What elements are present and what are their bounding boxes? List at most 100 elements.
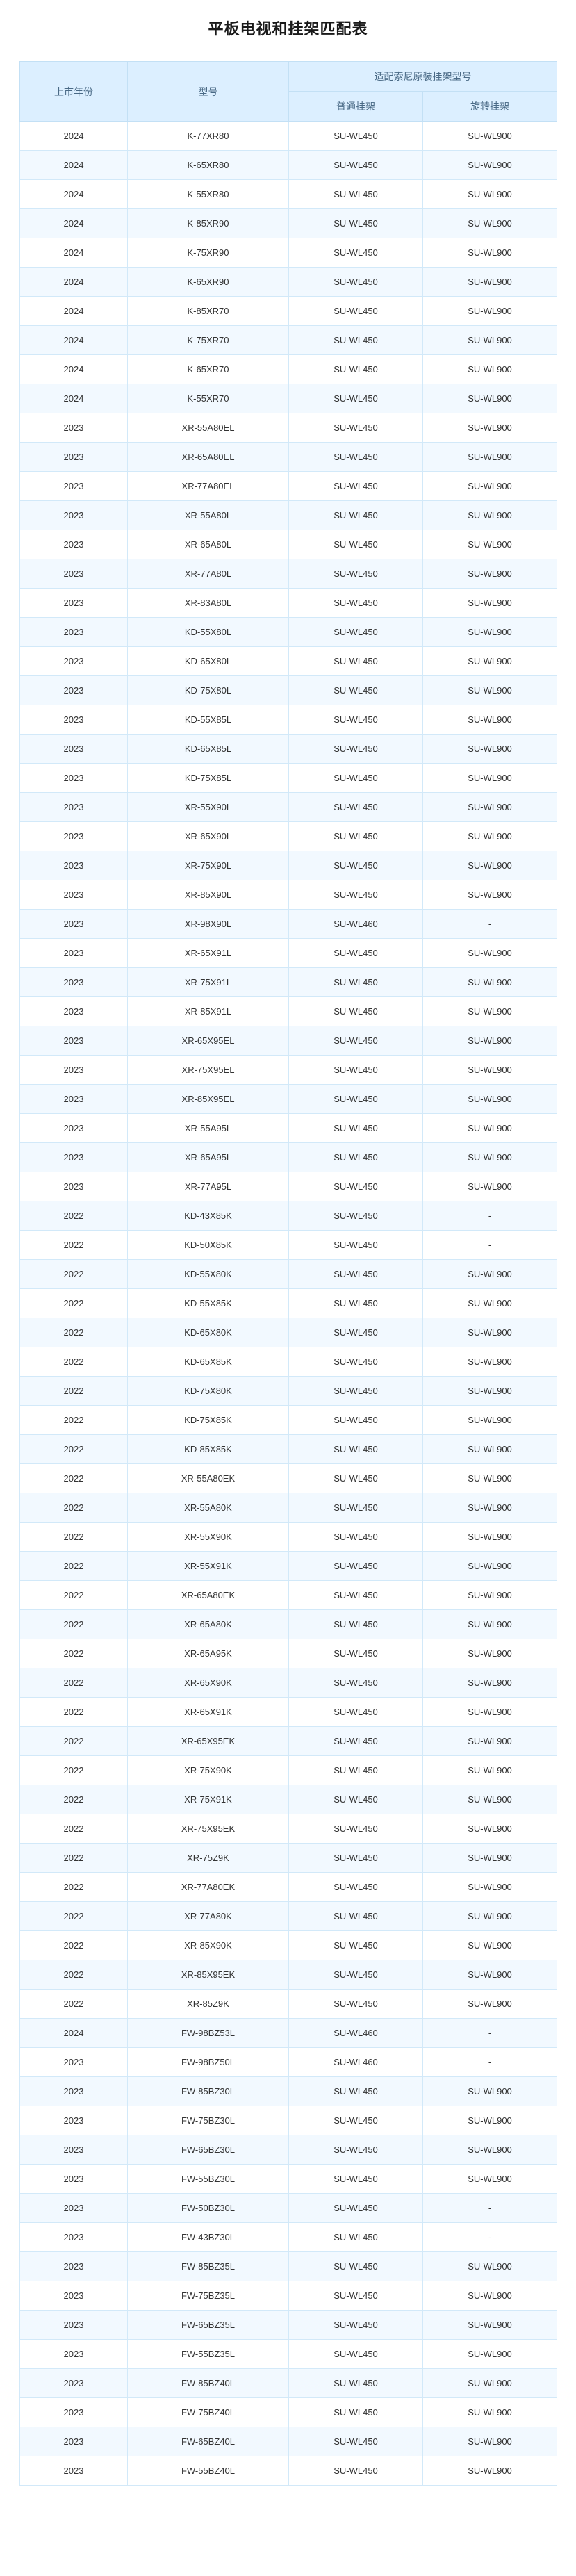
table-row: 2023 FW-85BZ35L SU-WL450 SU-WL900: [19, 2251, 557, 2281]
cell-model: KD-65X80K: [127, 1318, 289, 1347]
cell-model: FW-43BZ30L: [127, 2222, 289, 2252]
cell-year: 2023: [19, 792, 128, 822]
cell-year: 2022: [19, 1960, 128, 1990]
cell-rotate-mount: SU-WL900: [422, 1872, 557, 1902]
cell-normal-mount: SU-WL450: [288, 1347, 423, 1377]
table-row: 2022 KD-85X85K SU-WL450 SU-WL900: [19, 1434, 557, 1464]
cell-year: 2022: [19, 1843, 128, 1873]
cell-normal-mount: SU-WL450: [288, 413, 423, 443]
cell-model: FW-65BZ40L: [127, 2427, 289, 2456]
cell-year: 2022: [19, 1405, 128, 1435]
cell-normal-mount: SU-WL450: [288, 238, 423, 268]
cell-normal-mount: SU-WL450: [288, 675, 423, 705]
cell-rotate-mount: SU-WL900: [422, 1172, 557, 1201]
cell-normal-mount: SU-WL450: [288, 1580, 423, 1610]
cell-normal-mount: SU-WL450: [288, 2456, 423, 2486]
table-row: 2023 KD-75X80L SU-WL450 SU-WL900: [19, 675, 557, 705]
cell-normal-mount: SU-WL450: [288, 1318, 423, 1347]
cell-year: 2023: [19, 617, 128, 647]
table-header: 上市年份 型号 适配索尼原装挂架型号 普通挂架 旋转挂架: [19, 61, 557, 122]
table-row: 2023 FW-75BZ35L SU-WL450 SU-WL900: [19, 2281, 557, 2311]
cell-model: FW-65BZ35L: [127, 2310, 289, 2340]
cell-rotate-mount: SU-WL900: [422, 1785, 557, 1814]
cell-rotate-mount: SU-WL900: [422, 1259, 557, 1289]
cell-rotate-mount: -: [422, 1201, 557, 1231]
cell-rotate-mount: SU-WL900: [422, 1055, 557, 1085]
table-row: 2024 K-55XR70 SU-WL450 SU-WL900: [19, 384, 557, 413]
cell-model: XR-55X91K: [127, 1551, 289, 1581]
cell-normal-mount: SU-WL450: [288, 471, 423, 501]
header-mount-group: 适配索尼原装挂架型号: [288, 61, 557, 92]
table-row: 2022 XR-65X90K SU-WL450 SU-WL900: [19, 1668, 557, 1698]
page-title: 平板电视和挂架匹配表: [208, 20, 368, 38]
cell-rotate-mount: SU-WL900: [422, 530, 557, 559]
header-normal-mount: 普通挂架: [288, 91, 423, 122]
cell-rotate-mount: SU-WL900: [422, 1960, 557, 1990]
table-row: 2022 XR-55X90K SU-WL450 SU-WL900: [19, 1522, 557, 1552]
cell-model: XR-77A95L: [127, 1172, 289, 1201]
cell-rotate-mount: SU-WL900: [422, 384, 557, 413]
cell-year: 2023: [19, 734, 128, 764]
cell-year: 2023: [19, 2076, 128, 2106]
cell-year: 2023: [19, 2456, 128, 2486]
cell-year: 2022: [19, 1288, 128, 1318]
cell-model: KD-55X80L: [127, 617, 289, 647]
table-row: 2023 FW-65BZ35L SU-WL450 SU-WL900: [19, 2310, 557, 2340]
cell-rotate-mount: SU-WL900: [422, 1989, 557, 2019]
cell-rotate-mount: SU-WL900: [422, 2397, 557, 2427]
cell-year: 2023: [19, 2135, 128, 2165]
cell-year: 2023: [19, 1055, 128, 1085]
cell-year: 2023: [19, 2397, 128, 2427]
header-rotate-mount: 旋转挂架: [422, 91, 557, 122]
cell-year: 2023: [19, 675, 128, 705]
cell-year: 2022: [19, 1230, 128, 1260]
cell-model: KD-75X85L: [127, 763, 289, 793]
cell-year: 2022: [19, 1551, 128, 1581]
cell-normal-mount: SU-WL450: [288, 1434, 423, 1464]
cell-rotate-mount: SU-WL900: [422, 2076, 557, 2106]
cell-model: K-75XR70: [127, 325, 289, 355]
cell-normal-mount: SU-WL450: [288, 705, 423, 735]
cell-year: 2023: [19, 763, 128, 793]
table-row: 2024 K-77XR80 SU-WL450 SU-WL900: [19, 121, 557, 151]
cell-normal-mount: SU-WL450: [288, 1989, 423, 2019]
cell-year: 2023: [19, 996, 128, 1026]
cell-rotate-mount: SU-WL900: [422, 296, 557, 326]
cell-model: K-77XR80: [127, 121, 289, 151]
cell-year: 2022: [19, 1668, 128, 1698]
cell-rotate-mount: SU-WL900: [422, 1405, 557, 1435]
cell-model: FW-85BZ30L: [127, 2076, 289, 2106]
cell-year: 2024: [19, 179, 128, 209]
cell-rotate-mount: SU-WL900: [422, 967, 557, 997]
table-row: 2022 KD-55X80K SU-WL450 SU-WL900: [19, 1259, 557, 1289]
cell-model: XR-85X90L: [127, 880, 289, 910]
cell-model: K-55XR70: [127, 384, 289, 413]
cell-year: 2024: [19, 2018, 128, 2048]
cell-year: 2022: [19, 1201, 128, 1231]
table-row: 2023 FW-65BZ40L SU-WL450 SU-WL900: [19, 2427, 557, 2456]
cell-year: 2022: [19, 1347, 128, 1377]
cell-model: XR-55X90K: [127, 1522, 289, 1552]
cell-normal-mount: SU-WL450: [288, 617, 423, 647]
cell-normal-mount: SU-WL450: [288, 2106, 423, 2135]
cell-normal-mount: SU-WL460: [288, 2047, 423, 2077]
cell-rotate-mount: SU-WL900: [422, 1434, 557, 1464]
table-row: 2023 XR-65X95EL SU-WL450 SU-WL900: [19, 1026, 557, 1056]
cell-model: XR-65A95L: [127, 1142, 289, 1172]
cell-rotate-mount: SU-WL900: [422, 325, 557, 355]
cell-rotate-mount: SU-WL900: [422, 121, 557, 151]
table-row: 2023 XR-77A95L SU-WL450 SU-WL900: [19, 1172, 557, 1201]
cell-model: FW-50BZ30L: [127, 2193, 289, 2223]
cell-year: 2023: [19, 2106, 128, 2135]
cell-normal-mount: SU-WL450: [288, 1493, 423, 1523]
cell-model: XR-85X90K: [127, 1930, 289, 1960]
cell-year: 2022: [19, 1493, 128, 1523]
header-year: 上市年份: [19, 61, 128, 122]
cell-model: XR-55A80EL: [127, 413, 289, 443]
cell-normal-mount: SU-WL450: [288, 2427, 423, 2456]
cell-model: KD-65X85L: [127, 734, 289, 764]
cell-model: FW-55BZ30L: [127, 2164, 289, 2194]
cell-normal-mount: SU-WL450: [288, 2193, 423, 2223]
cell-rotate-mount: SU-WL900: [422, 821, 557, 851]
cell-rotate-mount: SU-WL900: [422, 1318, 557, 1347]
